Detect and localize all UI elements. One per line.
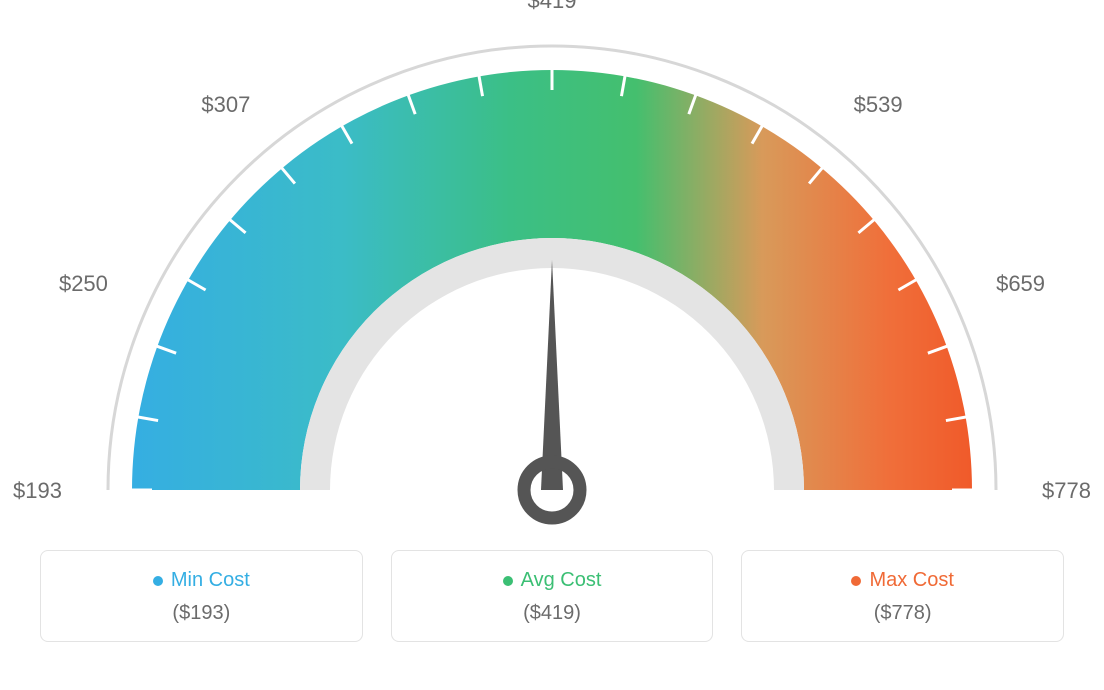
gauge-tick-label: $419 [528,0,577,13]
gauge-tick-label: $539 [854,92,903,117]
legend-min-top: Min Cost [51,569,352,592]
legend-avg-top: Avg Cost [402,569,703,592]
gauge-tick-label: $250 [59,271,108,296]
legend-card-min: Min Cost ($193) [40,550,363,642]
gauge-tick-label: $307 [201,92,250,117]
legend-max-top: Max Cost [752,569,1053,592]
legend-min-value: ($193) [51,602,352,625]
legend-min-dot [153,576,163,586]
gauge-tick-label: $193 [13,478,62,503]
legend-card-avg: Avg Cost ($419) [391,550,714,642]
legend-card-max: Max Cost ($778) [741,550,1064,642]
legend-avg-label: Avg Cost [521,569,602,592]
legend-avg-value: ($419) [402,602,703,625]
gauge-tick-label: $778 [1042,478,1091,503]
legend-min-label: Min Cost [171,569,250,592]
legend-max-dot [851,576,861,586]
legend-max-label: Max Cost [869,569,953,592]
cost-gauge: $193 $250 $307 $419 $539 $659 $778 [0,0,1104,540]
legend-avg-dot [503,576,513,586]
gauge-tick-label: $659 [996,271,1045,296]
legend-max-value: ($778) [752,602,1053,625]
gauge-svg: $193 $250 $307 $419 $539 $659 $778 [0,0,1104,540]
legend-row: Min Cost ($193) Avg Cost ($419) Max Cost… [0,550,1104,642]
